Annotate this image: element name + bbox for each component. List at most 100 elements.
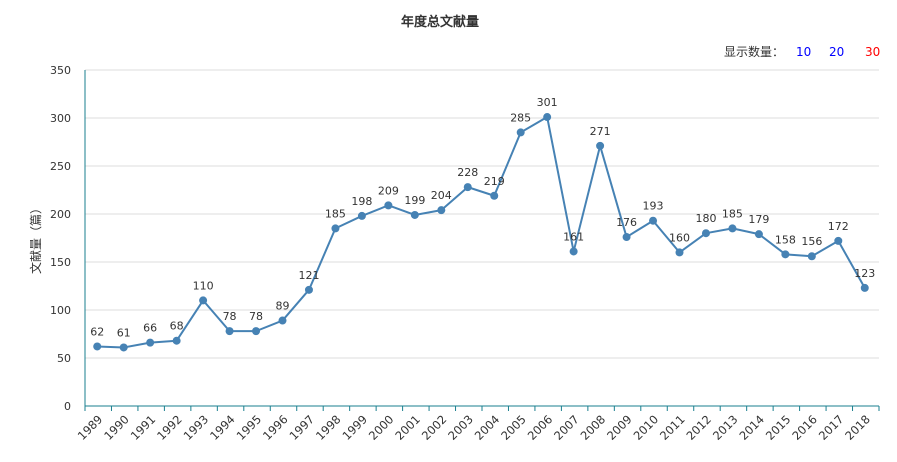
x-tick-label: 2013 <box>710 412 741 443</box>
data-point[interactable] <box>119 343 128 352</box>
x-tick-label: 1997 <box>286 412 317 443</box>
x-tick-label: 1990 <box>101 412 132 443</box>
y-tick-label: 100 <box>50 304 71 317</box>
data-label: 66 <box>143 322 157 335</box>
x-tick-label: 1999 <box>339 412 370 443</box>
data-label: 172 <box>828 220 849 233</box>
data-label: 158 <box>775 233 796 246</box>
data-point[interactable] <box>225 327 234 336</box>
data-label: 180 <box>695 212 716 225</box>
x-tick-label: 2010 <box>631 412 662 443</box>
data-label: 185 <box>722 207 743 220</box>
data-point[interactable] <box>304 285 313 294</box>
data-label: 219 <box>484 175 505 188</box>
data-point[interactable] <box>463 183 472 192</box>
data-points <box>93 113 869 352</box>
x-tick-label: 2005 <box>498 412 529 443</box>
series-line <box>97 116 866 349</box>
data-point[interactable] <box>252 327 261 336</box>
data-point[interactable] <box>728 224 737 233</box>
x-tick-label: 2015 <box>763 412 794 443</box>
x-tick-label: 2001 <box>392 412 423 443</box>
x-tick-label: 2017 <box>816 412 847 443</box>
data-point[interactable] <box>331 224 340 233</box>
data-labels: 62 61 66 68 110 78 78 89 121 185 198 209 199 204 228 21… <box>90 96 875 339</box>
x-tick-label: 2006 <box>525 412 556 443</box>
x-tick-labels: 1989199019911992199319941995199619971998… <box>75 412 873 443</box>
display-count-label: 显示数量： <box>724 44 784 59</box>
display-count-option-30[interactable]: 30 <box>865 45 880 59</box>
data-label: 228 <box>457 166 478 179</box>
x-tick-label: 2012 <box>683 412 714 443</box>
data-label: 301 <box>537 96 558 109</box>
display-count-option-10[interactable]: 10 <box>796 45 811 59</box>
data-point[interactable] <box>596 141 605 150</box>
y-tick-label: 150 <box>50 256 71 269</box>
axes <box>84 70 880 411</box>
data-label: 193 <box>643 200 664 213</box>
data-label: 123 <box>854 267 875 280</box>
data-point[interactable] <box>701 229 710 238</box>
x-tick-label: 2002 <box>419 412 450 443</box>
data-label: 68 <box>170 320 184 333</box>
display-count-option-20[interactable]: 20 <box>829 45 844 59</box>
data-label: 121 <box>298 269 319 282</box>
data-label: 156 <box>801 235 822 248</box>
data-point[interactable] <box>384 201 393 210</box>
data-point[interactable] <box>172 336 181 345</box>
data-point[interactable] <box>543 113 552 122</box>
x-tick-label: 2009 <box>604 412 635 443</box>
data-point[interactable] <box>278 316 287 325</box>
y-tick-label: 50 <box>57 352 71 365</box>
data-point[interactable] <box>860 283 869 292</box>
data-point[interactable] <box>146 338 155 347</box>
data-point[interactable] <box>357 211 366 220</box>
data-label: 78 <box>223 310 237 323</box>
data-point[interactable] <box>675 248 684 257</box>
data-label: 61 <box>117 326 131 339</box>
x-tick-label: 1992 <box>154 412 185 443</box>
data-point[interactable] <box>834 236 843 245</box>
x-tick-label: 1995 <box>234 412 265 443</box>
data-label: 78 <box>249 310 263 323</box>
y-tick-label: 350 <box>50 64 71 77</box>
y-tick-label: 0 <box>64 400 71 413</box>
x-tick-label: 2003 <box>445 412 476 443</box>
chart-title: 年度总文献量 <box>401 14 479 30</box>
data-point[interactable] <box>622 233 631 242</box>
x-tick-label: 1994 <box>207 412 238 443</box>
data-label: 62 <box>90 325 104 338</box>
x-tick-label: 2014 <box>736 412 767 443</box>
data-label: 209 <box>378 184 399 197</box>
data-point[interactable] <box>490 191 499 200</box>
data-label: 89 <box>276 300 290 313</box>
data-label: 160 <box>669 231 690 244</box>
data-point[interactable] <box>781 250 790 259</box>
y-axis-label: 文献量（篇） <box>28 202 43 274</box>
data-point[interactable] <box>807 252 816 261</box>
y-tick-labels: 0 50 100 150 200 250 300 350 <box>50 64 71 413</box>
data-point[interactable] <box>516 128 525 137</box>
x-tick-label: 2000 <box>366 412 397 443</box>
data-point[interactable] <box>93 342 102 351</box>
data-point[interactable] <box>199 296 208 305</box>
x-tick-label: 2018 <box>842 412 873 443</box>
x-tick-label: 1991 <box>128 412 159 443</box>
data-point[interactable] <box>569 247 578 256</box>
x-tick-label: 2004 <box>472 412 503 443</box>
data-label: 204 <box>431 189 452 202</box>
data-label: 285 <box>510 111 531 124</box>
data-point[interactable] <box>437 206 446 215</box>
display-count-control: 显示数量： 10 20 30 <box>724 44 880 59</box>
data-point[interactable] <box>410 210 419 219</box>
data-label: 271 <box>590 125 611 138</box>
y-tick-label: 250 <box>50 160 71 173</box>
data-label: 176 <box>616 216 637 229</box>
data-point[interactable] <box>649 216 658 225</box>
x-tick-label: 1998 <box>313 412 344 443</box>
data-label: 161 <box>563 230 584 243</box>
data-point[interactable] <box>754 230 763 239</box>
data-label: 185 <box>325 207 346 220</box>
grid-lines <box>85 69 879 359</box>
